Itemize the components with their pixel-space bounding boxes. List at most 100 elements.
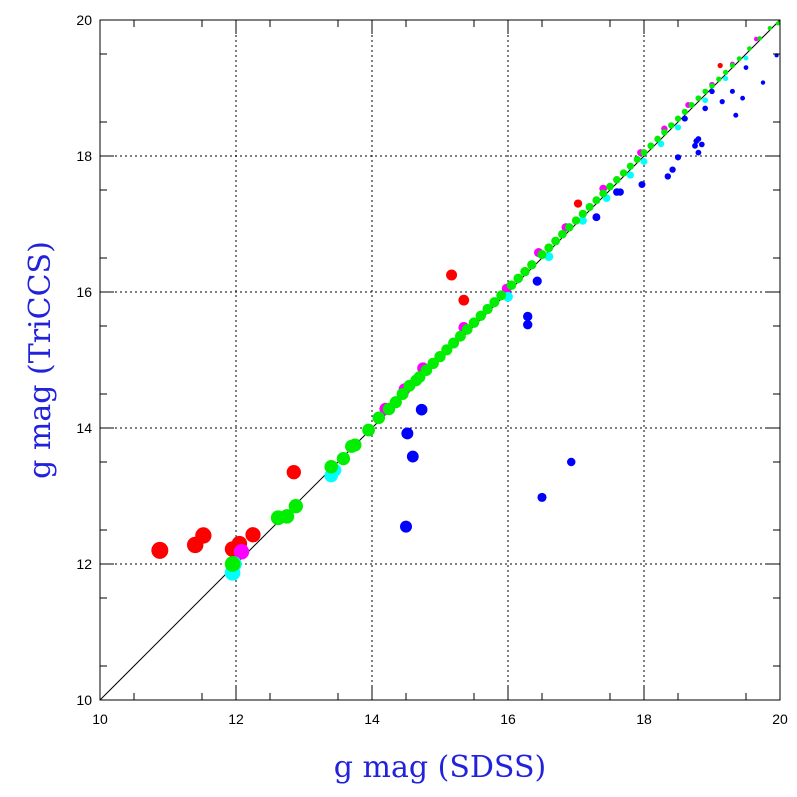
data-point [638, 181, 646, 189]
plot-frame [99, 19, 781, 701]
data-point [336, 451, 351, 466]
data-point [448, 337, 460, 349]
data-point [151, 541, 169, 559]
data-point [709, 83, 715, 89]
data-point [567, 457, 576, 467]
data-point [489, 297, 500, 308]
data-point [674, 124, 682, 131]
data-point [709, 88, 715, 95]
data-point [406, 450, 419, 463]
data-point [592, 213, 601, 222]
data-point [286, 465, 301, 480]
data-point [688, 102, 695, 108]
data-point [681, 115, 688, 122]
data-point [415, 403, 428, 416]
data-point [523, 319, 533, 330]
data-point [702, 105, 709, 112]
data-point [733, 112, 739, 118]
data-point [767, 26, 772, 31]
data-point [506, 280, 517, 291]
data-point [723, 69, 729, 75]
data-point [657, 140, 665, 148]
x-tick-label: 16 [500, 711, 516, 727]
data-points [151, 21, 781, 581]
data-point [753, 36, 759, 42]
data-point [640, 157, 648, 165]
data-point [468, 317, 480, 328]
data-point [702, 97, 709, 104]
data-point [578, 209, 587, 218]
data-point [348, 438, 362, 452]
data-point [496, 290, 507, 301]
data-point [544, 252, 554, 262]
y-tick-label: 14 [76, 420, 92, 436]
data-point [195, 527, 212, 544]
data-point [396, 387, 409, 401]
grid-lines [100, 20, 780, 700]
data-point [616, 188, 624, 196]
data-point [760, 80, 766, 85]
data-point [695, 149, 702, 156]
data-point [747, 46, 752, 51]
data-point [626, 171, 635, 179]
y-tick-label: 10 [76, 692, 92, 708]
data-point [599, 189, 608, 198]
data-point [626, 162, 635, 170]
data-point [558, 229, 567, 239]
data-point [544, 243, 554, 253]
data-point [520, 266, 530, 277]
data-point [698, 141, 705, 148]
data-point [461, 324, 473, 335]
data-point [743, 65, 749, 70]
data-point [245, 527, 261, 543]
data-point [446, 269, 458, 281]
y-tick-label: 18 [76, 148, 92, 164]
data-point [757, 36, 762, 41]
data-point [573, 199, 583, 208]
y-tick-label: 12 [76, 556, 92, 572]
data-point [324, 459, 338, 474]
data-point [362, 423, 375, 437]
x-tick-label: 18 [636, 711, 652, 727]
data-point [717, 62, 723, 69]
x-tick-label: 20 [772, 711, 788, 727]
data-point [695, 95, 702, 102]
data-point [633, 155, 641, 163]
data-point [475, 310, 486, 321]
data-point [571, 216, 581, 225]
data-point [400, 520, 412, 533]
data-point [288, 499, 303, 514]
data-point [654, 135, 661, 143]
data-point [695, 136, 702, 142]
data-point [523, 311, 533, 322]
data-point [702, 88, 709, 95]
y-tick-label: 20 [76, 12, 92, 28]
data-point [389, 396, 402, 409]
data-point [729, 63, 735, 69]
data-point [458, 294, 470, 306]
data-point [606, 182, 614, 191]
data-point [527, 260, 537, 270]
data-point [434, 350, 446, 363]
data-point [743, 55, 749, 61]
x-tick-label: 12 [228, 711, 244, 727]
data-point [619, 169, 628, 177]
data-point [661, 128, 668, 136]
data-point [279, 509, 295, 524]
data-point [729, 88, 735, 94]
data-point [775, 21, 781, 26]
data-point [564, 223, 574, 232]
x-tick-label: 14 [364, 711, 380, 727]
y-tick-labels: 10 12 14 16 18 20 [76, 12, 92, 708]
data-point [723, 75, 729, 82]
data-point [532, 276, 542, 286]
x-tick-labels: 10 12 14 16 18 20 [92, 711, 788, 727]
data-point [674, 115, 682, 122]
x-tick-label: 10 [92, 711, 108, 727]
data-point [719, 98, 725, 105]
tick-marks [99, 19, 781, 701]
data-point [585, 202, 594, 212]
data-point [401, 427, 414, 440]
data-point [455, 330, 466, 342]
